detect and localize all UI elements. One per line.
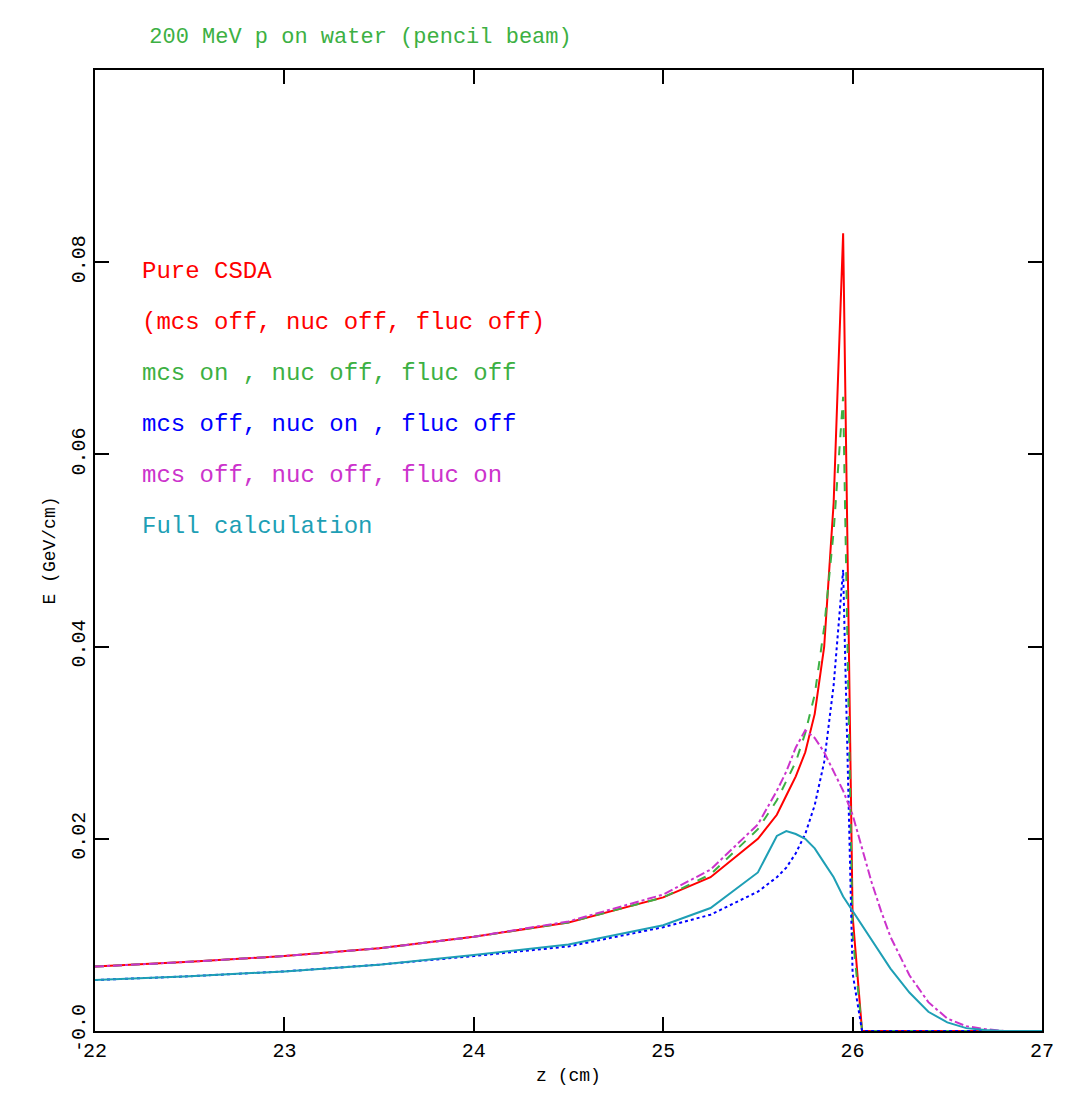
svg-text:z (cm): z (cm) — [536, 1066, 601, 1086]
svg-text:26: 26 — [841, 1040, 865, 1063]
svg-text:25: 25 — [651, 1040, 675, 1063]
svg-text:-0.0: -0.0 — [68, 1004, 91, 1052]
svg-text:22: 22 — [83, 1040, 107, 1063]
svg-text:24: 24 — [462, 1040, 486, 1063]
svg-text:0.08: 0.08 — [68, 235, 91, 283]
svg-text:mcs off, nuc off, fluc on: mcs off, nuc off, fluc on — [142, 462, 502, 489]
svg-text:E (GeV/cm): E (GeV/cm) — [40, 496, 60, 604]
svg-text:mcs off, nuc on , fluc off: mcs off, nuc on , fluc off — [142, 411, 516, 438]
svg-text:Pure CSDA: Pure CSDA — [142, 258, 272, 285]
svg-text:0.06: 0.06 — [68, 427, 91, 475]
svg-text:200 MeV p on water (pencil bea: 200 MeV p on water (pencil beam) — [149, 25, 571, 50]
svg-text:0.04: 0.04 — [68, 620, 91, 668]
svg-text:0.02: 0.02 — [68, 812, 91, 860]
svg-text:27: 27 — [1030, 1040, 1054, 1063]
svg-text:23: 23 — [272, 1040, 296, 1063]
svg-text:Full calculation: Full calculation — [142, 513, 372, 540]
svg-text:mcs on , nuc off, fluc off: mcs on , nuc off, fluc off — [142, 360, 516, 387]
svg-text:(mcs off, nuc off, fluc off): (mcs off, nuc off, fluc off) — [142, 309, 545, 336]
